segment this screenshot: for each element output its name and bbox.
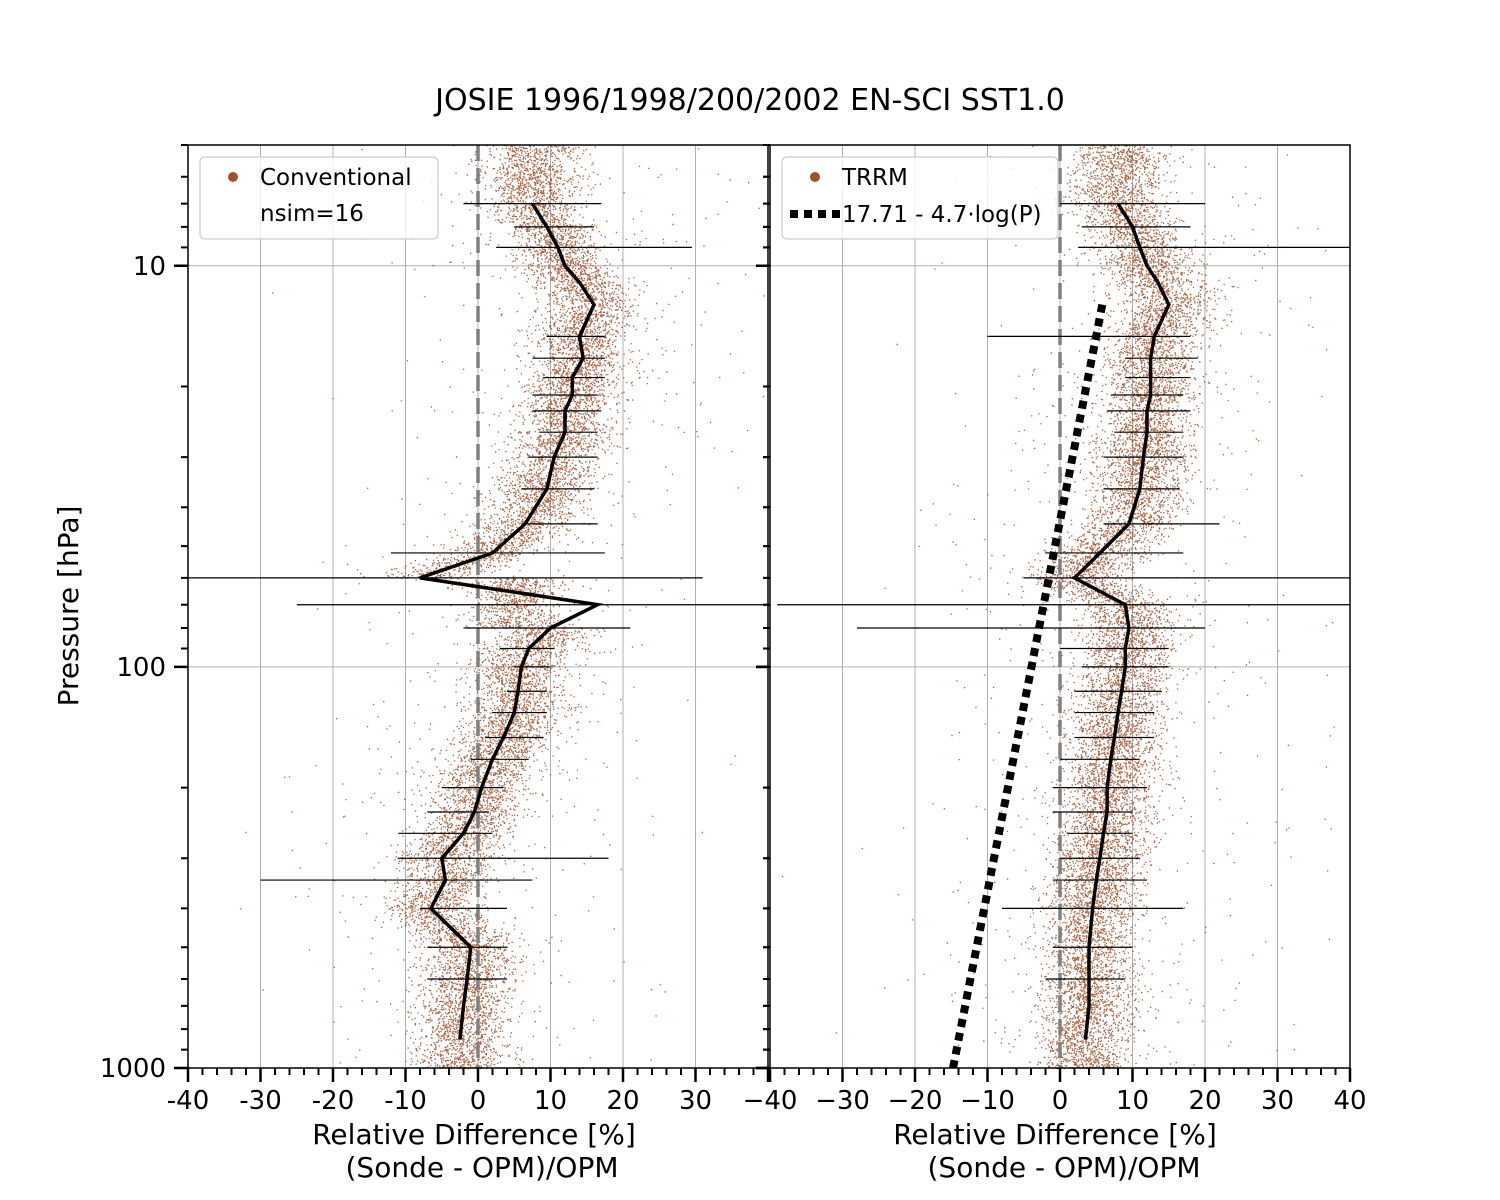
left-legend-scatter-marker (228, 172, 238, 182)
left-panel: 10 100 1000-40 -30 -20 -10 0 10 20 30 Conventional… (100, 144, 770, 1116)
left-x-axis-label-line1: Relative Difference [%] (312, 1118, 636, 1151)
right-x-tick-label: 20 (1188, 1086, 1221, 1116)
right-legend-box (781, 156, 1059, 240)
left-x-tick-label: 0 (470, 1086, 487, 1116)
left-x-tick-label: 10 (534, 1086, 567, 1116)
left-legend-extra-label: nsim=16 (260, 201, 364, 227)
right-legend-fit-label: 17.71 - 4.7·log(P) (842, 202, 1042, 228)
left-legend: Conventional nsim=16 (199, 156, 439, 240)
left-y-ticks (174, 144, 188, 1070)
left-x-tick-label: -20 (312, 1086, 354, 1116)
right-x-tick-label: 0 (1052, 1086, 1069, 1116)
right-x-tick-label: 30 (1261, 1086, 1294, 1116)
left-x-ticks (186, 1068, 770, 1082)
left-mean-profile (419, 202, 604, 1040)
left-x-tick-label: 30 (679, 1086, 712, 1116)
right-x-axis-label-line1: Relative Difference [%] (893, 1118, 1217, 1151)
y-axis-label: Pressure [hPa] (52, 506, 85, 707)
right-x-axis-label-line2: (Sonde - OPM)/OPM (928, 1151, 1201, 1184)
right-x-tick-label: 10 (1116, 1086, 1149, 1116)
y-tick-label: 10 (133, 252, 166, 282)
left-x-tick-label: -40 (167, 1086, 209, 1116)
left-scatter-points (240, 145, 765, 1070)
right-scatter-points (781, 145, 1335, 1070)
right-x-tick-label: −40 (743, 1086, 798, 1116)
right-x-tick-label: −10 (960, 1086, 1015, 1116)
right-mean-profile (1071, 202, 1171, 1040)
right-legend-scatter-label: TRRM (841, 165, 908, 191)
left-error-bars (188, 203, 768, 980)
left-x-tick-label: 20 (606, 1086, 639, 1116)
right-x-tick-label: −20 (888, 1086, 943, 1116)
left-legend-scatter-label: Conventional (260, 165, 412, 191)
right-x-tick-label: 40 (1333, 1086, 1366, 1116)
right-panel: −40 −30 −20 −10 0 10 20 30 40 TRRM 17.71 - 4.7·log… (743, 144, 1367, 1116)
right-y-ticks (756, 144, 770, 1070)
left-legend-box (199, 156, 439, 240)
left-x-tick-label: -30 (239, 1086, 281, 1116)
right-legend: TRRM 17.71 - 4.7·log(P) (781, 156, 1059, 240)
y-tick-label: 100 (116, 653, 166, 683)
right-legend-scatter-marker (810, 172, 820, 182)
y-tick-label: 1000 (100, 1054, 166, 1084)
left-x-axis-label-line2: (Sonde - OPM)/OPM (346, 1151, 619, 1184)
right-x-ticks (768, 1068, 1352, 1082)
right-x-tick-label: −30 (815, 1086, 870, 1116)
left-x-tick-label: -10 (384, 1086, 426, 1116)
chart-title: JOSIE 1996/1998/200/2002 EN-SCI SST1.0 (433, 83, 1065, 118)
right-fit-line (949, 303, 1107, 1069)
right-error-bars (777, 203, 1350, 980)
